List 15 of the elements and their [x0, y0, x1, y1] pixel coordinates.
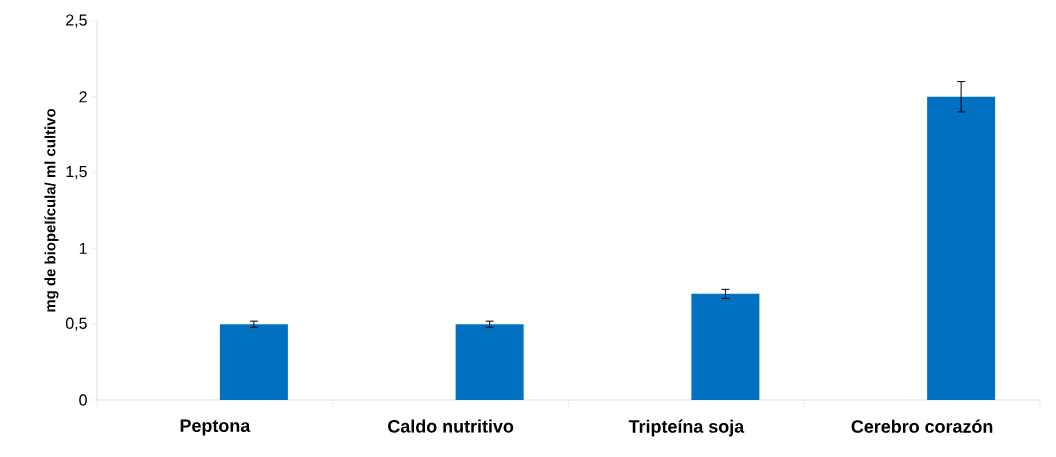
- y-tick-label: 0: [79, 394, 87, 406]
- bar: [455, 324, 524, 400]
- y-tick-label: 1,5: [66, 166, 87, 180]
- y-tick-label: 2,5: [66, 14, 87, 28]
- y-tick-label: 0,5: [65, 317, 87, 331]
- bar: [927, 96, 996, 400]
- x-tick-label: Peptona: [180, 419, 251, 436]
- y-tick-label: 2: [79, 91, 87, 103]
- bar: [691, 293, 760, 400]
- x-tick-label: Tripteína soja: [628, 419, 745, 437]
- bar: [219, 324, 288, 400]
- y-tick-label: 1: [79, 242, 87, 254]
- y-axis-title: mg de biopelícula/ ml cultivo: [44, 108, 59, 312]
- x-tick-label: Caldo nutritivo: [388, 419, 514, 433]
- x-tick-label: Cerebro corazón: [851, 419, 993, 433]
